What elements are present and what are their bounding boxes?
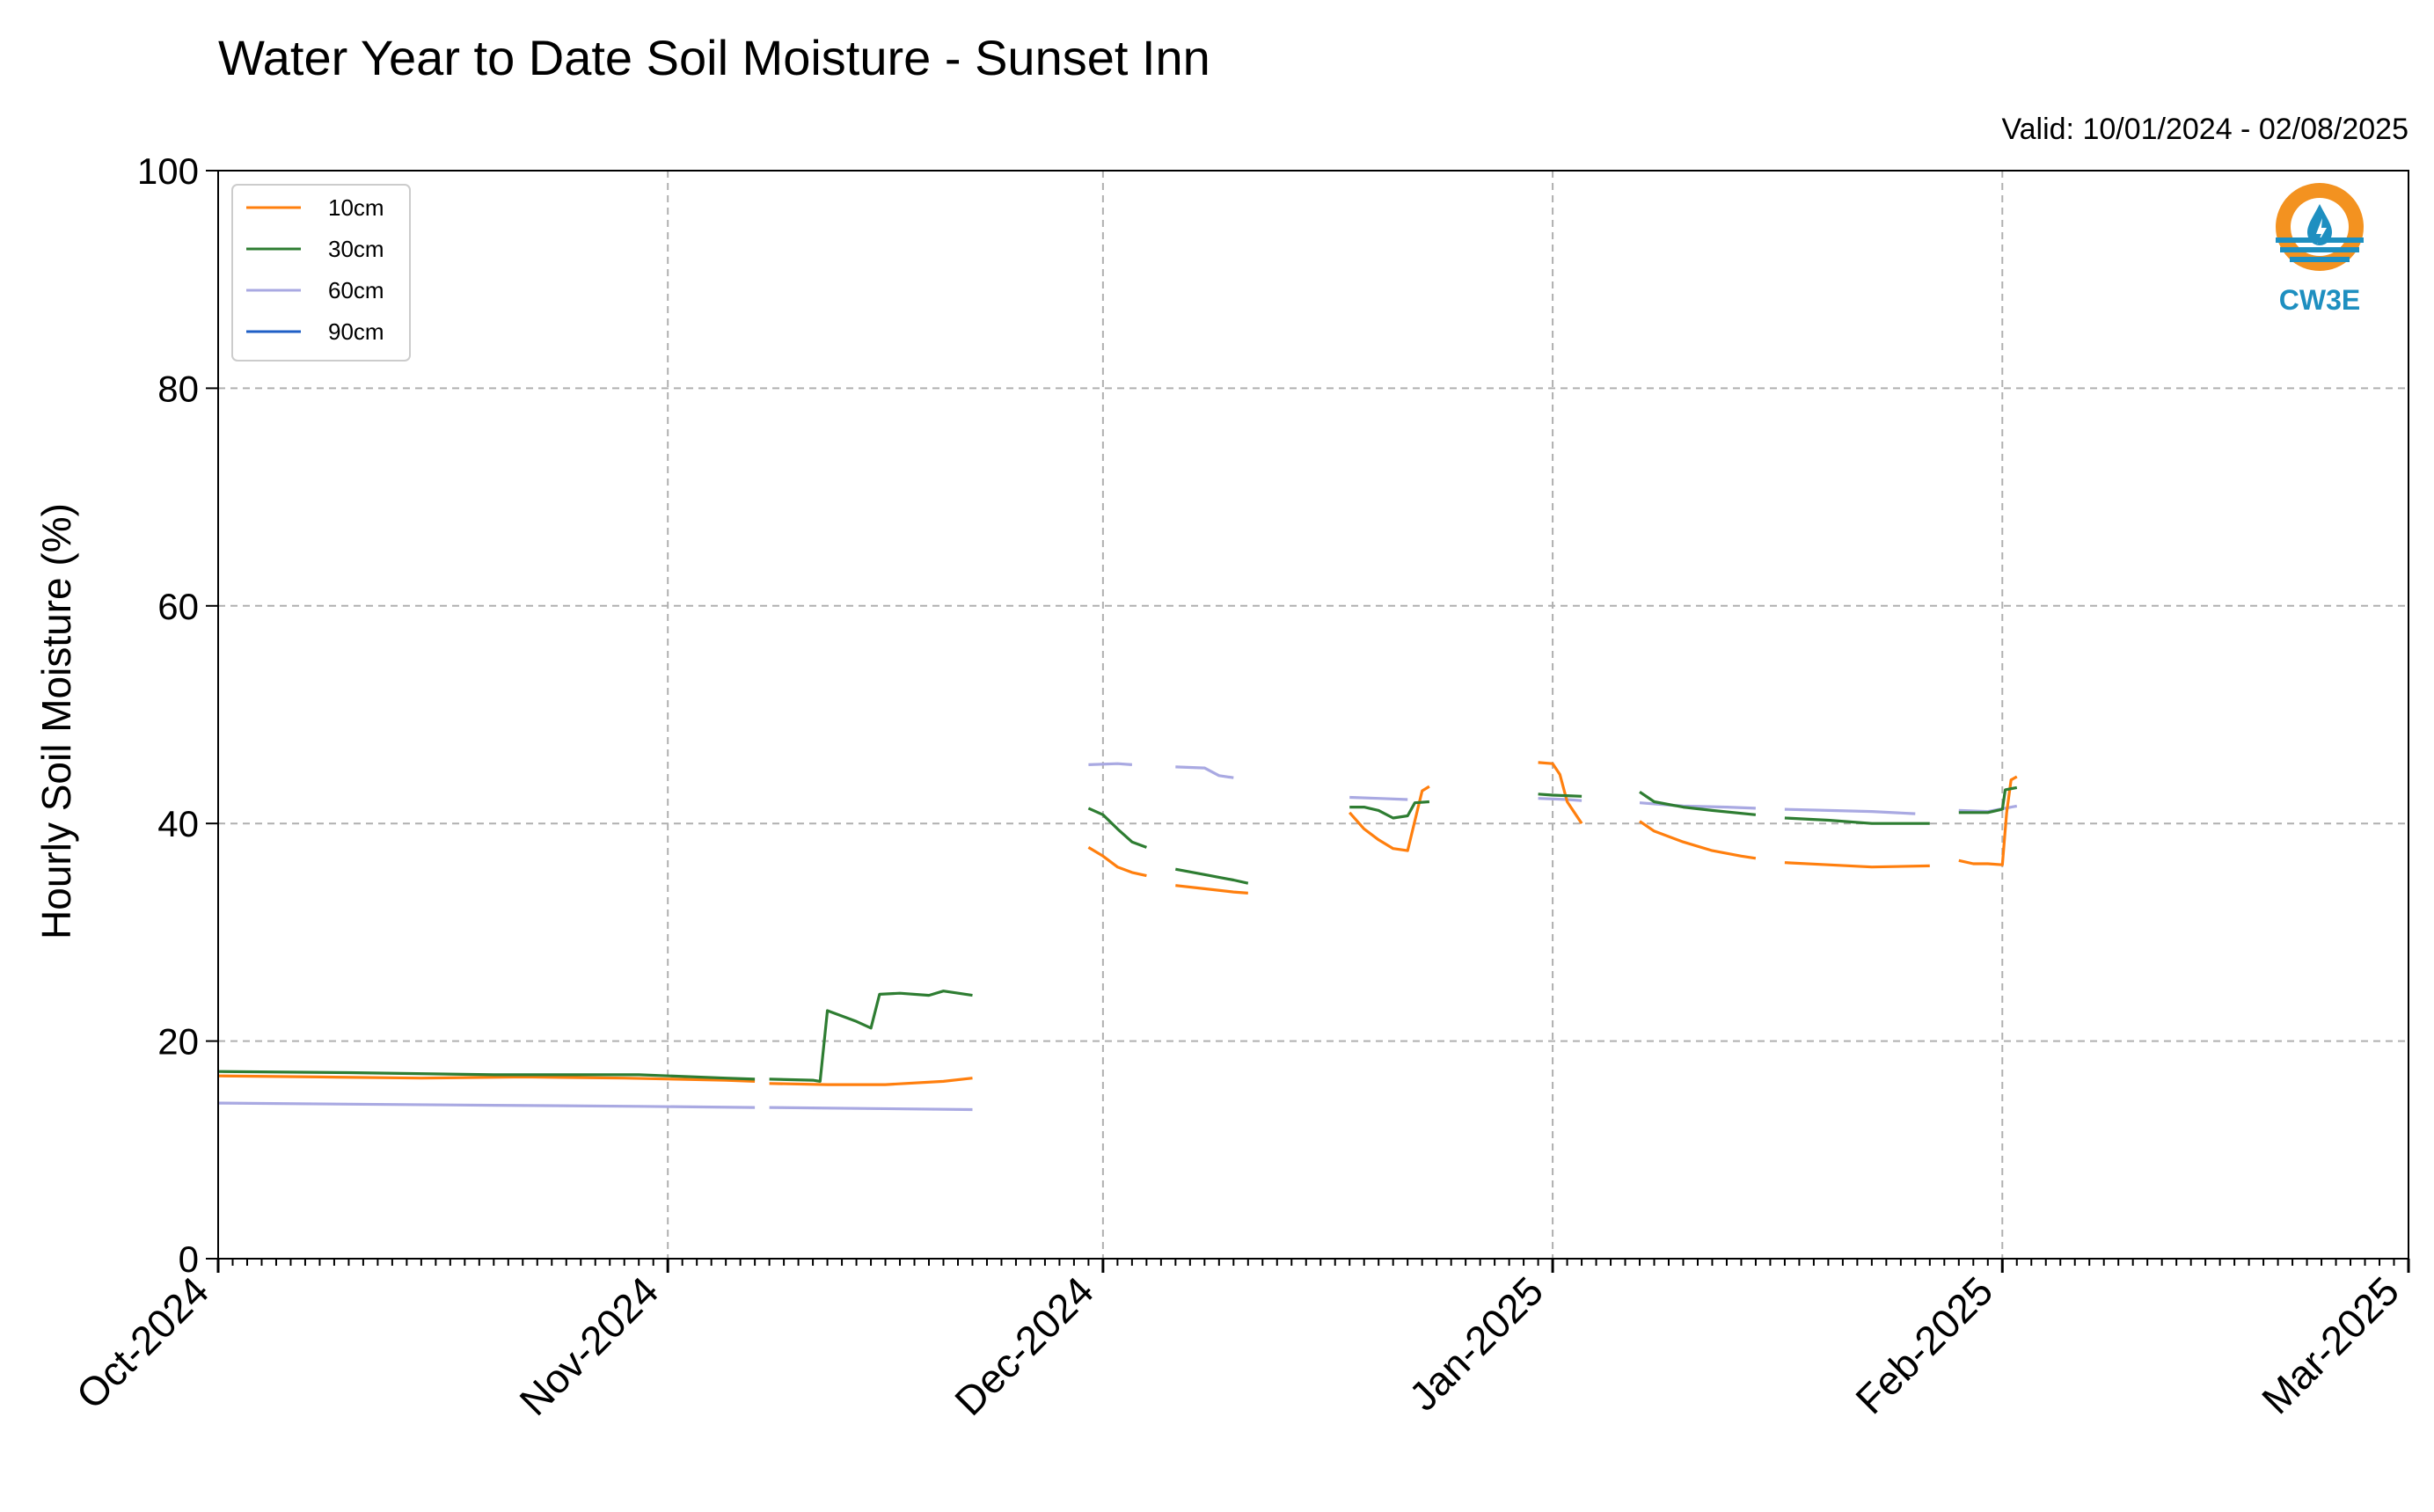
series-60cm-line <box>1784 807 1916 815</box>
logo-wave-2 <box>2280 247 2359 252</box>
legend-label-60cm: 60cm <box>328 277 384 303</box>
series-10cm-line <box>1349 785 1430 852</box>
series-30cm-line <box>1784 816 1930 825</box>
axis-ticks <box>206 170 2410 1273</box>
logo-text: CW3E <box>2279 284 2360 316</box>
y-axis-label: Hourly Soil Moisture (%) <box>33 503 79 939</box>
series-30cm-line <box>769 990 973 1084</box>
logo-droplet-icon <box>2307 204 2332 245</box>
legend-box <box>231 184 411 362</box>
series-30cm-line <box>1175 867 1249 885</box>
legend: 10cm 30cm 60cm 90cm <box>231 184 411 362</box>
series-10cm-line <box>1639 820 1757 860</box>
series-30cm-line <box>1958 785 2018 814</box>
series-30cm-line <box>1639 790 1757 816</box>
series-30cm-line <box>1349 800 1430 820</box>
series-60cm-line <box>1349 795 1408 801</box>
series-30cm-line <box>1538 793 1582 798</box>
y-tick-label: 20 <box>157 1021 199 1063</box>
logo-wave-3 <box>2290 257 2350 262</box>
series-10cm-line <box>769 1077 973 1086</box>
legend-label-30cm: 30cm <box>328 236 384 262</box>
series-60cm-line <box>217 1101 756 1109</box>
series-10cm-line <box>1784 861 1930 869</box>
series-10cm-line <box>1175 884 1248 895</box>
series-10cm-line <box>1538 761 1583 825</box>
y-tick-label: 60 <box>157 586 199 627</box>
series-30cm-line <box>217 1070 756 1081</box>
series-60cm-line <box>769 1106 973 1112</box>
series-60cm-line <box>1088 762 1133 766</box>
chart-title: Water Year to Date Soil Moisture - Sunse… <box>218 30 1210 85</box>
valid-date-range: Valid: 10/01/2024 - 02/08/2025 <box>2001 113 2408 146</box>
logo-wave-1 <box>2276 237 2364 243</box>
plot-frame <box>217 170 2409 1260</box>
legend-label-10cm: 10cm <box>328 194 384 221</box>
y-tick-label: 40 <box>157 803 199 844</box>
y-tick-label: 0 <box>179 1238 199 1280</box>
grid-lines <box>218 171 2408 1259</box>
series-lines <box>217 761 2018 1112</box>
series-30cm-line <box>1087 807 1147 849</box>
logo-bolt-icon <box>2316 218 2327 245</box>
series-10cm-line <box>1087 846 1147 878</box>
series-10cm-line <box>217 1074 756 1083</box>
cw3e-logo: CW3E <box>2276 183 2364 316</box>
legend-items: 10cm 30cm 60cm 90cm <box>246 194 384 345</box>
series-60cm-line <box>1175 765 1234 779</box>
y-tick-label: 80 <box>157 368 199 409</box>
series-10cm-line <box>1958 775 2018 866</box>
y-tick-label: 100 <box>137 150 199 192</box>
legend-label-90cm: 90cm <box>328 318 384 345</box>
y-tick-labels: 0 20 40 60 80 100 <box>137 150 199 1280</box>
